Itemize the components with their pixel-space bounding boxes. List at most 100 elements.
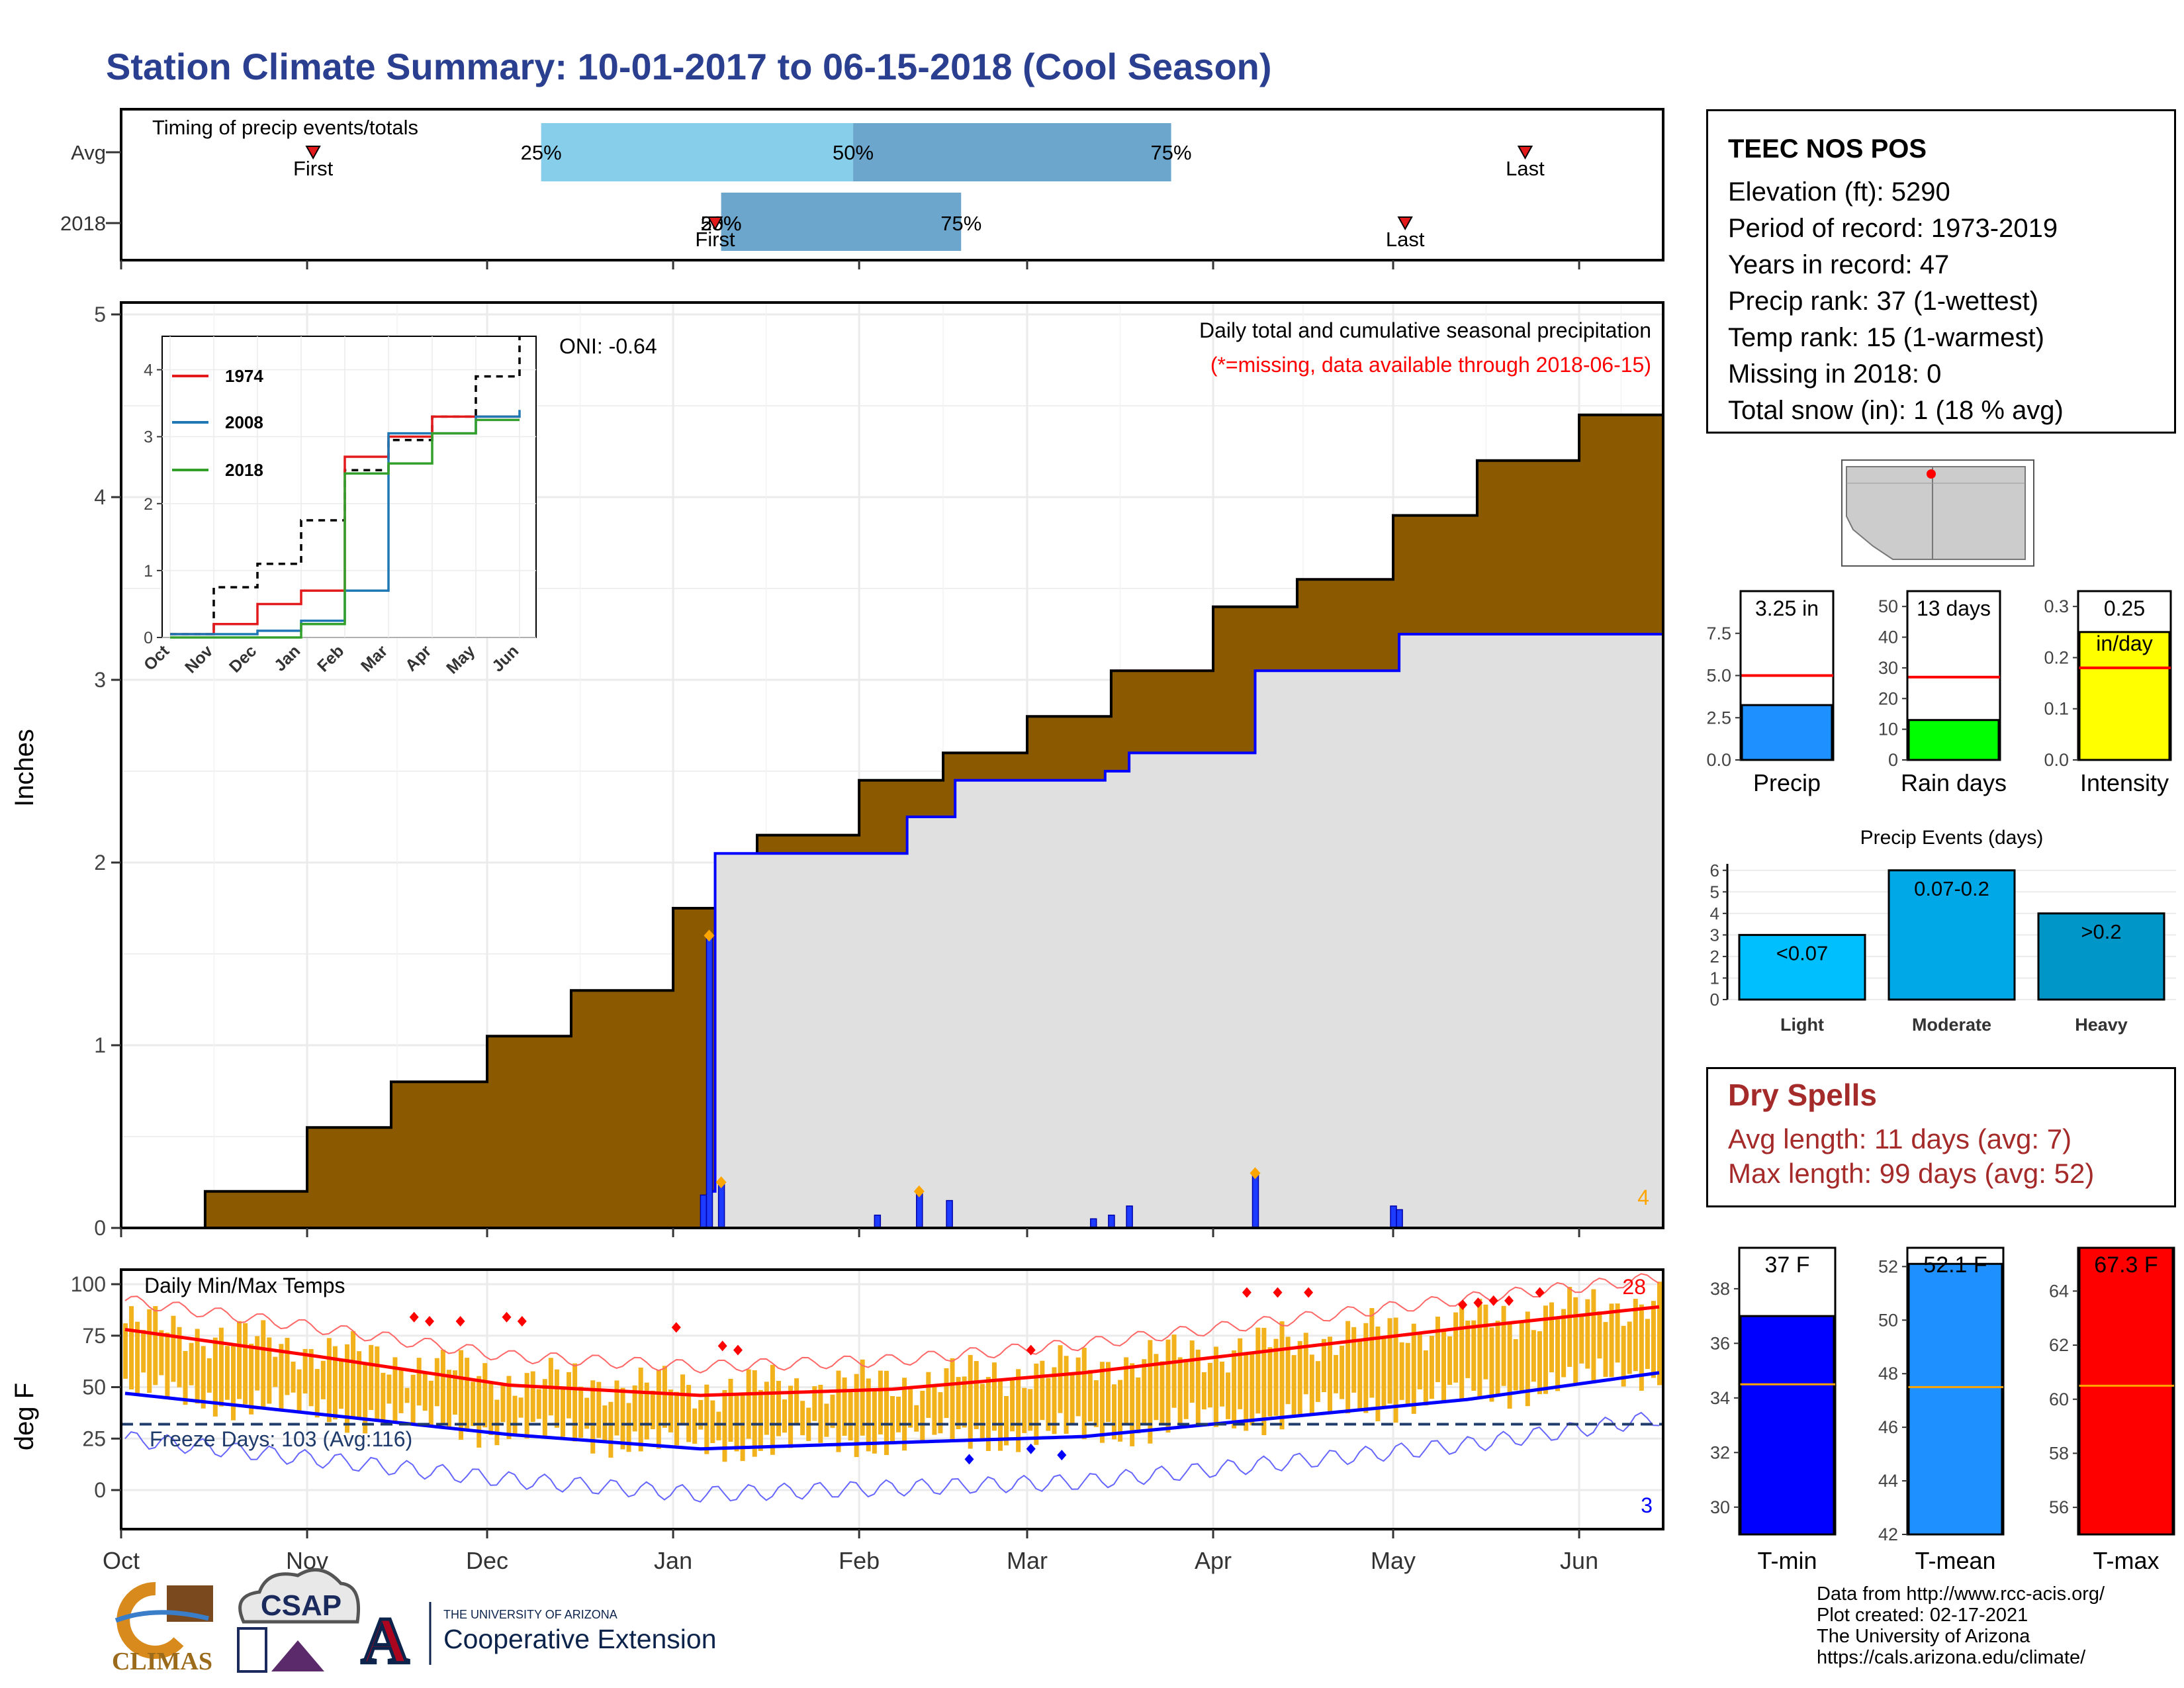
- station-temp-rank: Temp rank: 15 (1-warmest): [1728, 323, 2044, 352]
- temp-day-bar: [206, 1358, 212, 1393]
- mini-intensity-tick-0: 0.0: [2044, 750, 2069, 770]
- temp-day-bar: [1423, 1350, 1428, 1406]
- events-tick-4: 4: [1710, 904, 1719, 923]
- temp-day-bar: [692, 1408, 698, 1444]
- temp-day-bar: [1136, 1377, 1141, 1434]
- missing-marker-1: [715, 1176, 727, 1188]
- temp-day-bar: [1501, 1305, 1506, 1386]
- climas-logo: CLIMAS: [112, 1581, 213, 1675]
- record-low-line: [124, 1411, 1660, 1503]
- tmin-box-tick-2: 34: [1710, 1388, 1730, 1408]
- temp-day-bar: [974, 1361, 979, 1429]
- temp-day-bar: [1297, 1340, 1302, 1417]
- avg-tmin-line: [124, 1371, 1660, 1451]
- temp-day-bar: [968, 1354, 973, 1449]
- ua-logo: A THE UNIVERSITY OF ARIZONA Cooperative …: [359, 1602, 717, 1679]
- temp-day-bar: [1004, 1395, 1009, 1446]
- temp-day-bar: [1585, 1299, 1590, 1369]
- temp-day-bar: [578, 1386, 584, 1438]
- temp-day-bar: [1118, 1380, 1123, 1442]
- station-elevation: Elevation (ft): 5290: [1728, 177, 1950, 207]
- temp-x-tick-3: Jan: [654, 1547, 692, 1574]
- temp-day-bar: [698, 1399, 704, 1430]
- record-low-count: 3: [1641, 1493, 1653, 1517]
- temp-day-bar: [422, 1372, 428, 1411]
- events-bar-label-2: >0.2: [2081, 920, 2121, 943]
- temp-day-bar: [1495, 1321, 1500, 1396]
- temp-day-bar: [680, 1374, 686, 1424]
- temp-day-bar: [596, 1382, 602, 1438]
- temp-y-tick-3: 75: [82, 1324, 106, 1348]
- missing-count: 4: [1637, 1186, 1649, 1209]
- daily-precip-bar-11: [1396, 1209, 1403, 1229]
- temp-day-bar: [218, 1327, 224, 1407]
- timing-avg-last-marker: [1517, 146, 1533, 160]
- temp-day-bar: [530, 1371, 535, 1423]
- csap-chart-icon: [237, 1627, 267, 1673]
- temp-day-bar: [608, 1401, 614, 1458]
- timing-x-ticks: [106, 151, 1580, 269]
- temp-day-bar: [230, 1344, 236, 1421]
- mini-raindays-tick-1: 10: [1878, 720, 1898, 739]
- temp-day-bar: [1489, 1327, 1494, 1402]
- temp-day-bar: [554, 1369, 559, 1428]
- temp-day-bar: [716, 1411, 721, 1440]
- temp-day-bar: [482, 1363, 488, 1428]
- temp-day-bar: [728, 1378, 733, 1442]
- temp-day-bar: [979, 1383, 985, 1441]
- daily-precip-bar-1: [705, 935, 713, 1229]
- temp-day-bar: [567, 1372, 572, 1419]
- temp-day-bar: [1105, 1362, 1111, 1423]
- temp-day-bar: [1393, 1317, 1398, 1423]
- temp-day-bar: [788, 1385, 794, 1448]
- temp-y-tick-2: 50: [82, 1376, 106, 1399]
- temp-day-bar: [1477, 1299, 1482, 1399]
- precip-subtitle: (*=missing, data available through 2018-…: [1210, 353, 1651, 377]
- temp-day-bar: [500, 1383, 506, 1423]
- temp-day-bar: [638, 1368, 643, 1452]
- temp-day-bar: [1226, 1372, 1231, 1419]
- temp-day-bar: [542, 1379, 547, 1437]
- daily-precip-bar-0: [700, 1194, 707, 1229]
- precip-y-tick-4: 4: [94, 485, 106, 509]
- temp-day-bar: [758, 1389, 763, 1451]
- tmean-box-tick-0: 42: [1878, 1524, 1898, 1544]
- temp-day-bar: [926, 1372, 931, 1418]
- temp-day-bar: [351, 1331, 356, 1417]
- timing-avg-q25-label: 25%: [521, 141, 562, 164]
- temp-day-bar: [224, 1346, 230, 1400]
- tmin-box-bar: [1739, 1315, 1835, 1536]
- temp-day-bar: [896, 1396, 901, 1432]
- temp-day-bar: [153, 1306, 158, 1385]
- temp-day-bar: [1303, 1333, 1308, 1395]
- inset-y-tick-1: 1: [144, 562, 153, 581]
- temp-day-bar: [812, 1386, 817, 1421]
- events-bar-label-1: 0.07-0.2: [1914, 877, 1989, 900]
- temp-day-bar: [1046, 1378, 1051, 1431]
- record-high-marker-1: [425, 1315, 434, 1327]
- mini-intensity-label: Intensity: [2080, 769, 2169, 796]
- dry-spells-avg: Avg length: 11 days (avg: 7): [1728, 1123, 2072, 1154]
- temp-day-bar: [357, 1351, 362, 1417]
- timing-2018-q75-label: 75%: [940, 212, 981, 235]
- record-high-marker-0: [409, 1311, 419, 1323]
- precip-y-axis-label: Inches: [10, 729, 39, 807]
- temp-day-bar: [956, 1377, 961, 1429]
- timing-2018-first-marker: [707, 216, 723, 231]
- temp-x-tick-2: Dec: [466, 1547, 508, 1574]
- temp-day-bar: [836, 1370, 841, 1452]
- temp-day-bar: [147, 1309, 152, 1393]
- temp-day-bar: [141, 1330, 146, 1373]
- tmax-box-value: 67.3 F: [2094, 1252, 2158, 1278]
- temp-day-bar: [1081, 1347, 1087, 1440]
- temp-day-bar: [1261, 1327, 1267, 1436]
- temp-day-bar: [686, 1385, 692, 1442]
- temp-day-bar: [285, 1338, 290, 1395]
- climas-wave: [114, 1610, 209, 1623]
- temp-day-bar: [159, 1330, 164, 1376]
- temp-day-bar: [1016, 1369, 1021, 1452]
- credit-url: https://cals.arizona.edu/climate/: [1817, 1647, 2086, 1668]
- dry-spells-max: Max length: 99 days (avg: 52): [1728, 1158, 2095, 1189]
- temp-day-bar: [1285, 1336, 1291, 1405]
- temp-day-bar: [782, 1399, 788, 1433]
